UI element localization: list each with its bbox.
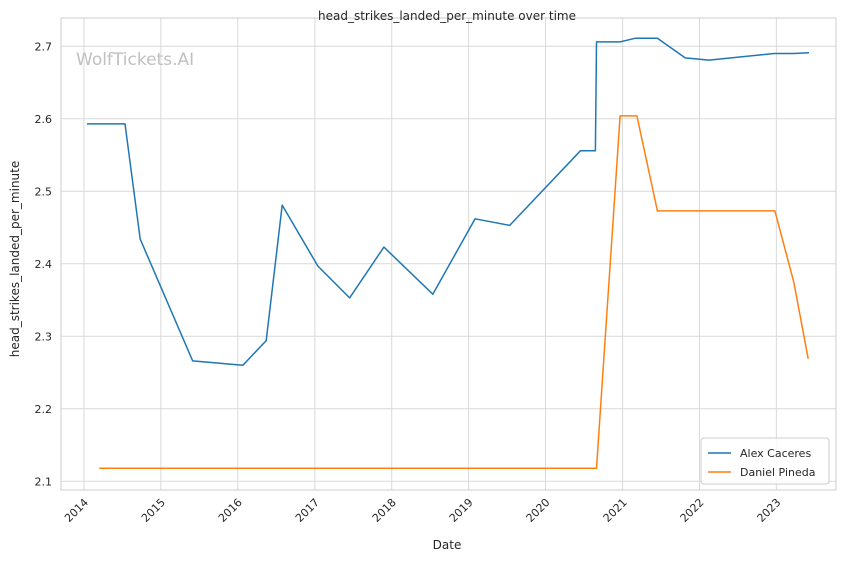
chart-title: head_strikes_landed_per_minute over time <box>318 9 576 23</box>
legend-box <box>700 437 830 485</box>
legend-label-alex-caceres: Alex Caceres <box>740 447 811 460</box>
y-tick-label: 2.4 <box>35 258 53 271</box>
series-line-daniel-pineda <box>99 115 809 469</box>
plot-frame <box>60 17 837 491</box>
legend: Alex Caceres Daniel Pineda <box>700 437 830 485</box>
grid <box>61 18 836 490</box>
y-tick-label: 2.3 <box>35 330 53 343</box>
x-axis-label: Date <box>433 538 462 552</box>
legend-label-daniel-pineda: Daniel Pineda <box>740 466 815 479</box>
y-tick-label: 2.5 <box>35 185 53 198</box>
y-tick-label: 2.2 <box>35 403 53 416</box>
y-tick-label: 2.7 <box>35 40 53 53</box>
y-tick-label: 2.6 <box>35 113 53 126</box>
series-layer <box>86 37 810 469</box>
series-line-alex-caceres <box>86 37 810 367</box>
y-tick-label: 2.1 <box>35 475 53 488</box>
y-axis-label: head_strikes_landed_per_minute <box>8 161 22 358</box>
watermark: WolfTickets.AI <box>76 50 194 70</box>
